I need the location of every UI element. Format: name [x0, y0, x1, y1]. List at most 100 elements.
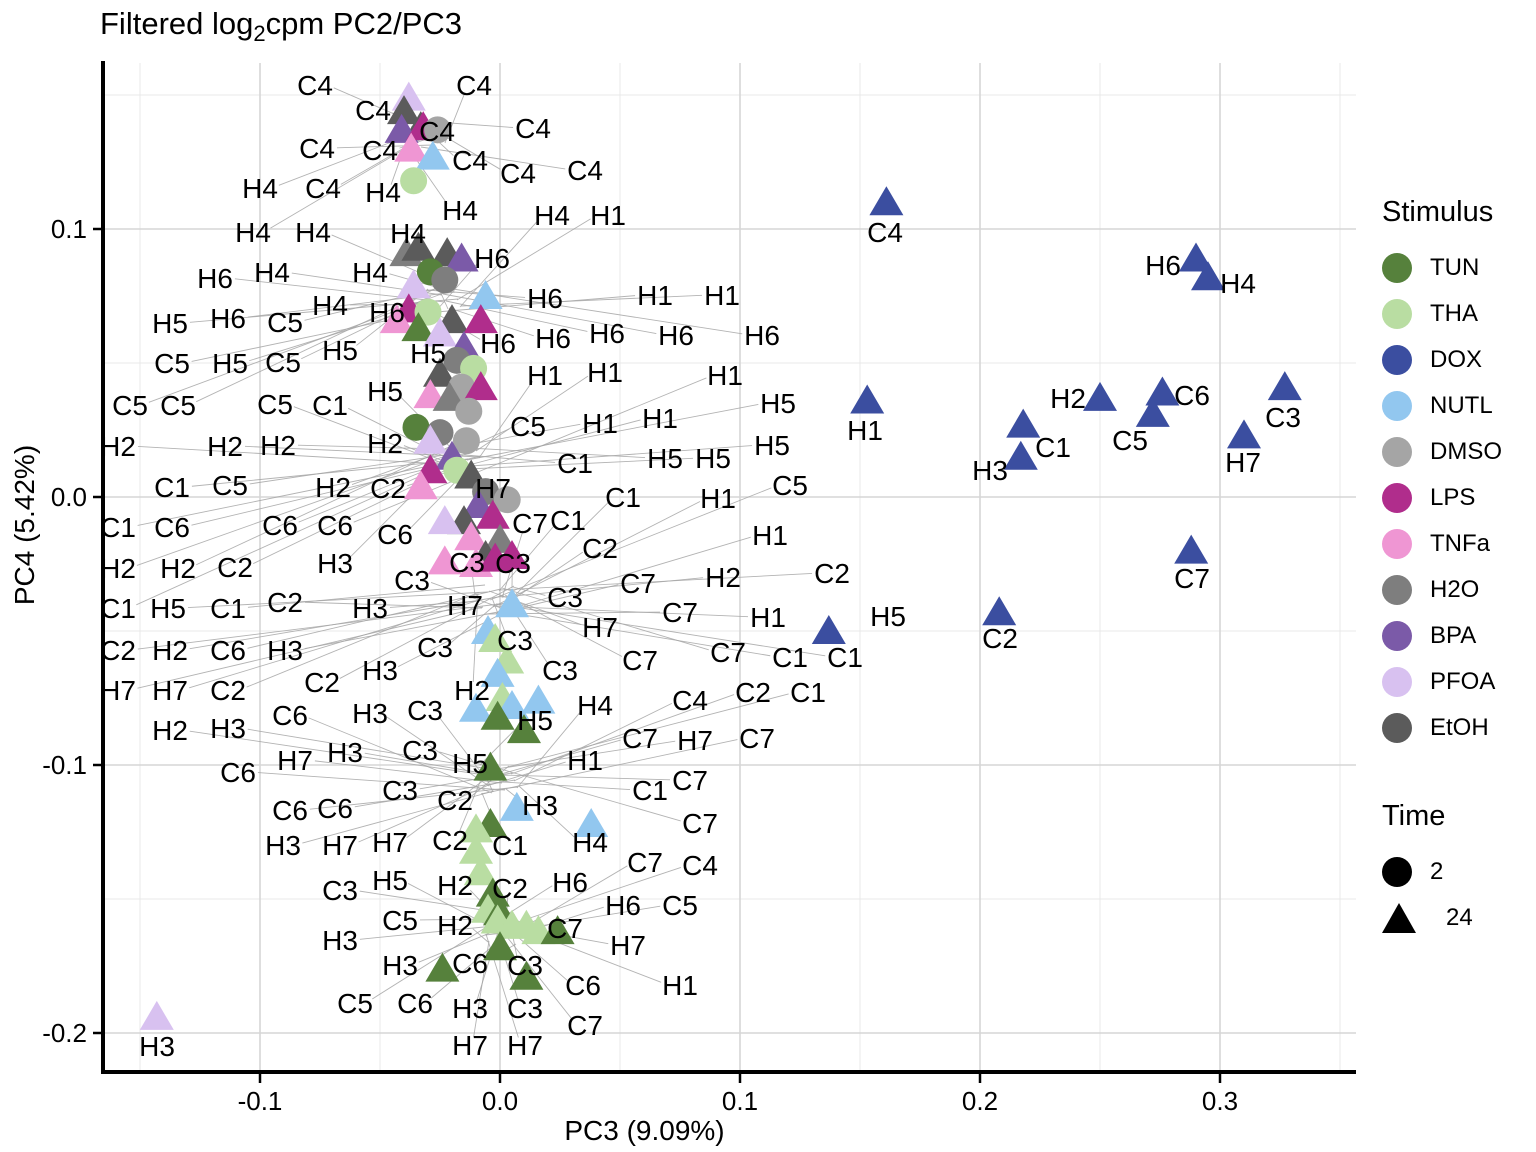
leader-line: [308, 717, 493, 794]
point-label: H4: [295, 217, 331, 248]
data-point: [1267, 371, 1302, 401]
leader-line: [507, 693, 789, 768]
point-label: C2: [582, 533, 618, 564]
point-label: C1: [772, 642, 808, 673]
legend-time: Time 2 24: [1374, 800, 1536, 941]
point-label: H4: [1220, 268, 1256, 299]
point-label: C6: [272, 700, 308, 731]
point-label: C5: [772, 470, 808, 501]
point-label: C4: [682, 850, 718, 881]
leader-line: [246, 592, 478, 688]
leader-line: [446, 457, 694, 471]
leader-line: [309, 786, 519, 810]
point-label: H7: [475, 473, 511, 504]
point-label: C5: [265, 347, 301, 378]
point-label: H6: [480, 328, 516, 359]
point-label: C3: [1265, 402, 1301, 433]
point-label: C3: [497, 625, 533, 656]
leader-line: [489, 487, 772, 601]
point-label: H6: [589, 318, 625, 349]
data-point: [423, 317, 457, 347]
point-label: H3: [210, 713, 246, 744]
leader-line: [475, 375, 589, 452]
leader-line: [420, 146, 566, 170]
point-label: H1: [704, 280, 740, 311]
leader-line: [304, 601, 483, 609]
legend-item-label: TNFa: [1430, 530, 1490, 557]
point-label: C2: [217, 552, 253, 583]
data-point: [1003, 440, 1038, 470]
point-label: H5: [517, 705, 553, 736]
leader-line: [364, 752, 500, 777]
point-label: H5: [870, 601, 906, 632]
point-label: C3: [382, 775, 418, 806]
point-label: C7: [512, 508, 548, 539]
chart-title-prefix: Filtered log: [100, 6, 254, 41]
point-label: H7: [152, 675, 188, 706]
point-label: C3: [417, 632, 453, 663]
point-label: C6: [377, 519, 413, 550]
point-label: H1: [662, 970, 698, 1001]
point-label: C7: [567, 1010, 603, 1041]
point-label: H2: [315, 472, 351, 503]
data-point: [811, 615, 846, 644]
point-label: C2: [210, 675, 246, 706]
point-label: H4: [312, 290, 348, 321]
point-label: H4: [390, 218, 426, 249]
leader-line: [137, 445, 444, 465]
point-label: H2: [207, 431, 243, 462]
point-label: H2: [160, 553, 196, 584]
leader-line: [136, 452, 455, 566]
data-point: [463, 304, 498, 334]
leader-line: [483, 740, 676, 772]
data-point: [1083, 381, 1117, 411]
data-point: [473, 751, 508, 781]
point-label: C4: [867, 217, 903, 248]
data-point: [394, 132, 429, 162]
point-label: H5: [212, 348, 248, 379]
point-label: H2: [152, 635, 188, 666]
leader-line: [496, 767, 681, 822]
point-label: H7: [372, 827, 408, 858]
point-label: C1: [632, 775, 668, 806]
point-label: H6: [474, 243, 510, 274]
data-point: [499, 791, 534, 821]
leader-line: [372, 915, 505, 1000]
data-point: [459, 692, 493, 722]
leader-line: [302, 790, 495, 844]
point-label: C1: [100, 512, 136, 543]
point-label: C5: [510, 411, 546, 442]
point-label: C7: [622, 723, 658, 754]
point-label: C4: [305, 173, 341, 204]
point-label: C2: [432, 825, 468, 856]
legend-stimulus-title: Stimulus: [1382, 196, 1494, 228]
point-label: H7: [452, 1030, 488, 1061]
leader-line: [247, 728, 496, 771]
point-label: H5: [695, 443, 731, 474]
leader-line: [257, 772, 506, 791]
leader-line: [449, 446, 646, 459]
point-label: H6: [1145, 250, 1181, 281]
point-label: H6: [658, 320, 694, 351]
leader-line: [488, 590, 582, 625]
point-label: H4: [572, 827, 608, 858]
point-label: H1: [582, 408, 618, 439]
leader-line: [452, 453, 556, 463]
legend-item-tha: THA: [1374, 291, 1536, 337]
leader-line: [137, 606, 484, 689]
data-point: [1174, 534, 1209, 564]
leader-line: [518, 785, 575, 838]
point-label: C4: [299, 133, 335, 164]
leader-line: [460, 294, 703, 307]
legend-item-pfoa: PFOA: [1374, 659, 1536, 705]
point-label: C5: [112, 390, 148, 421]
leader-line: [509, 584, 619, 611]
point-label: H4: [352, 257, 388, 288]
point-label: C7: [662, 597, 698, 628]
legend-swatch-circle: [1382, 529, 1412, 559]
point-label: C3: [507, 993, 543, 1024]
point-label: H6: [527, 283, 563, 314]
point-label: C7: [710, 637, 746, 668]
point-label: H1: [637, 280, 673, 311]
point-label: H1: [587, 357, 623, 388]
